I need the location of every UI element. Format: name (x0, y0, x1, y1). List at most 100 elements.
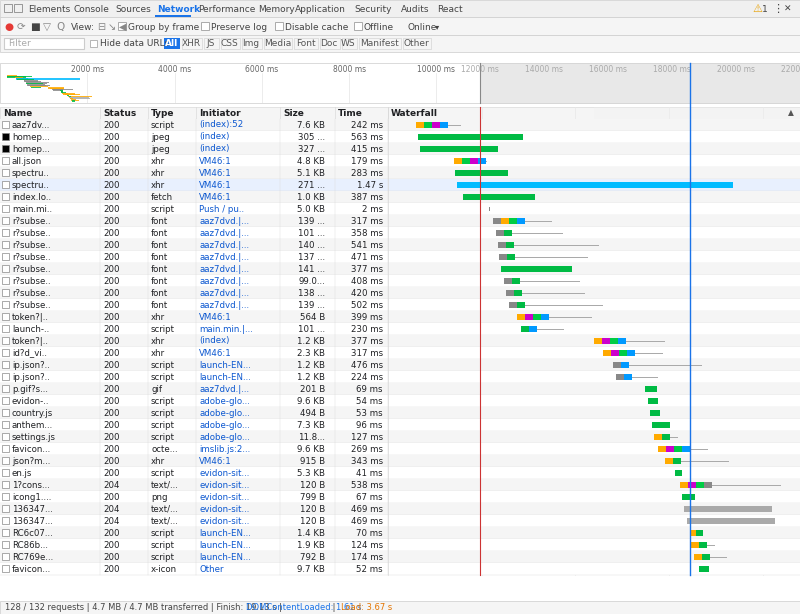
Text: country.js: country.js (12, 408, 54, 418)
Bar (0, 287, 800, 299)
Text: 200: 200 (103, 397, 119, 405)
Bar (489, 207, 490, 211)
Bar (26, 82, 46, 84)
Bar (674, 446, 682, 453)
Bar (2, 277, 9, 284)
Text: font: font (151, 252, 168, 262)
Text: 200: 200 (103, 157, 119, 166)
Bar (0, 0, 800, 17)
Text: Manifest: Manifest (360, 39, 399, 49)
Text: 1.2 KB: 1.2 KB (297, 373, 325, 381)
Text: ▲: ▲ (788, 109, 794, 117)
Text: en.js: en.js (12, 468, 32, 478)
Text: 120 B: 120 B (300, 481, 325, 489)
Text: 139 ...: 139 ... (298, 300, 325, 309)
Bar (25, 80, 38, 82)
Bar (658, 446, 666, 453)
Bar (617, 374, 625, 380)
Text: 200: 200 (103, 373, 119, 381)
Bar (342, 38, 357, 49)
Text: 200: 200 (103, 252, 119, 262)
Text: xhr: xhr (151, 181, 165, 190)
Text: script: script (151, 397, 175, 405)
Text: VM46:1: VM46:1 (199, 349, 232, 357)
Bar (7, 76, 26, 77)
Text: 563 ms: 563 ms (351, 133, 383, 141)
Bar (654, 433, 662, 440)
Text: 1.2 KB: 1.2 KB (297, 360, 325, 370)
Bar (2, 481, 9, 488)
Bar (454, 158, 462, 165)
Bar (493, 220, 552, 222)
Bar (48, 87, 65, 88)
Text: RC6c07...: RC6c07... (12, 529, 53, 537)
Text: 305 ...: 305 ... (298, 133, 325, 141)
Bar (526, 314, 534, 321)
Text: aaz7dvd.|...: aaz7dvd.|... (199, 276, 249, 286)
Bar (2, 373, 9, 380)
Bar (118, 22, 126, 30)
Bar (509, 301, 517, 308)
Bar (610, 338, 618, 344)
Text: Doc: Doc (320, 39, 338, 49)
Bar (68, 96, 91, 97)
Text: launch-EN...: launch-EN... (199, 373, 251, 381)
Bar (0, 131, 800, 143)
Bar (26, 82, 49, 83)
Text: script: script (151, 204, 175, 214)
Bar (155, 15, 190, 17)
Bar (2, 565, 9, 572)
Text: xhr: xhr (151, 157, 165, 166)
Text: 200: 200 (103, 168, 119, 177)
Bar (493, 218, 501, 224)
Bar (694, 554, 702, 561)
Text: VM46:1: VM46:1 (199, 456, 232, 465)
Text: ⊟: ⊟ (97, 22, 105, 32)
Text: 124 ms: 124 ms (351, 540, 383, 550)
Bar (0, 455, 800, 467)
Text: font: font (151, 241, 168, 249)
Bar (424, 122, 432, 128)
Bar (0, 515, 800, 527)
Bar (0, 467, 800, 479)
Bar (686, 518, 774, 524)
Text: 469 ms: 469 ms (351, 505, 383, 513)
Bar (2, 253, 9, 260)
Text: CSS: CSS (221, 39, 238, 49)
Text: aaz7dvd.|...: aaz7dvd.|... (199, 252, 249, 262)
Bar (164, 38, 180, 49)
Bar (2, 169, 9, 176)
Text: text/...: text/... (151, 505, 179, 513)
Text: 7.6 KB: 7.6 KB (297, 120, 325, 130)
Bar (2, 193, 9, 200)
Text: 343 ms: 343 ms (351, 456, 383, 465)
Bar (504, 278, 512, 284)
Text: evidon-sit...: evidon-sit... (199, 492, 250, 502)
Bar (0, 155, 800, 167)
Text: 99.0...: 99.0... (298, 276, 325, 286)
Text: Media: Media (264, 39, 291, 49)
Text: evidon-sit...: evidon-sit... (199, 505, 250, 513)
Bar (2, 517, 9, 524)
Text: 11.8...: 11.8... (298, 432, 325, 441)
Bar (358, 38, 401, 49)
Text: Type: Type (151, 109, 174, 117)
Bar (696, 482, 704, 488)
Text: Group by frame: Group by frame (128, 23, 199, 31)
Bar (627, 350, 635, 356)
Text: 377 ms: 377 ms (351, 336, 383, 346)
Bar (654, 437, 678, 438)
Text: 200: 200 (103, 540, 119, 550)
Text: 204: 204 (103, 516, 119, 526)
Text: 541 ms: 541 ms (351, 241, 383, 249)
Bar (0, 407, 800, 419)
Bar (2, 217, 9, 224)
Bar (63, 93, 74, 95)
Text: Network: Network (157, 4, 200, 14)
Text: 415 ms: 415 ms (351, 144, 383, 154)
Bar (0, 601, 800, 614)
Text: launch-EN...: launch-EN... (199, 553, 251, 561)
Text: font: font (151, 228, 168, 238)
Bar (517, 218, 525, 224)
Bar (432, 122, 440, 128)
